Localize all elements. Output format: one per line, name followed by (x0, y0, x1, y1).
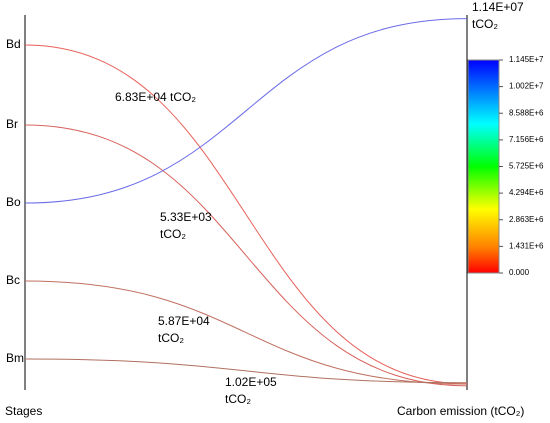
flow-curve (24, 124, 468, 387)
flow-curve (24, 280, 468, 385)
colorbar (467, 59, 500, 274)
colorbar-tick-label: 1.431E+6 (509, 241, 544, 250)
value-label: 5.87E+04 (158, 314, 210, 328)
value-label: tCO₂ (158, 331, 184, 345)
x-axis-title: Stages (5, 404, 42, 418)
stage-label: Bd (6, 37, 21, 51)
stage-label: Bo (6, 195, 21, 209)
colorbar-tick-label: 1.002E+7 (509, 82, 544, 91)
flow-curve (24, 44, 468, 385)
colorbar-tick-label: 0.000 (509, 268, 530, 277)
stage-label: Br (6, 117, 18, 131)
value-label: 1.02E+05 (225, 375, 277, 389)
stage-label: Bc (6, 273, 20, 287)
stage-label: Bm (6, 351, 24, 365)
colorbar-tick-label: 7.156E+6 (509, 135, 544, 144)
colorbar-ticks: 1.145E+7 1.002E+7 8.588E+6 7.156E+6 5.725E+6… (499, 55, 544, 277)
colorbar-tick-label: 8.588E+6 (509, 108, 544, 117)
flow-curve (24, 358, 468, 384)
flow-curve (24, 18, 468, 204)
colorbar-tick-label: 4.294E+6 (509, 188, 544, 197)
colorbar-tick-label: 2.863E+6 (509, 215, 544, 224)
value-label: tCO₂ (225, 392, 251, 406)
value-label: tCO₂ (160, 227, 186, 241)
value-label: 6.83E+04 tCO₂ (115, 90, 196, 104)
colorbar-tick-label: 1.145E+7 (509, 55, 544, 64)
value-label: 5.33E+03 (160, 210, 212, 224)
value-label: tCO₂ (472, 17, 498, 31)
y-axis-title: Carbon emission (tCO₂) (397, 404, 524, 418)
colorbar-tick-label: 5.725E+6 (509, 162, 544, 171)
value-label: 1.14E+07 (472, 0, 524, 14)
